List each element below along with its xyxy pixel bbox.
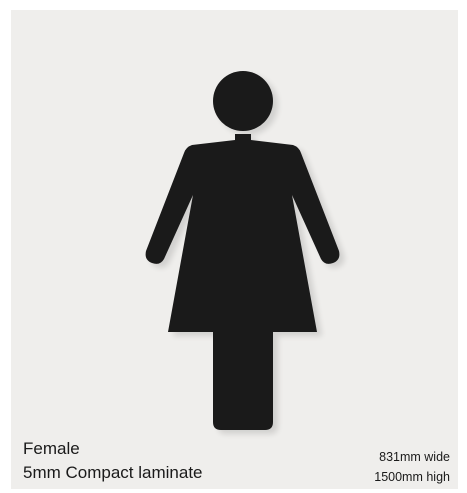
product-caption: Female 5mm Compact laminate bbox=[23, 437, 203, 485]
female-toilet-icon bbox=[145, 71, 345, 434]
dimension-width: 831mm wide bbox=[379, 450, 450, 464]
product-panel: Female 5mm Compact laminate 831mm wide 1… bbox=[11, 10, 458, 489]
product-material: 5mm Compact laminate bbox=[23, 463, 203, 482]
product-dimensions: 831mm wide 1500mm high bbox=[374, 447, 450, 487]
product-name: Female bbox=[23, 439, 80, 458]
dimension-height: 1500mm high bbox=[374, 470, 450, 484]
